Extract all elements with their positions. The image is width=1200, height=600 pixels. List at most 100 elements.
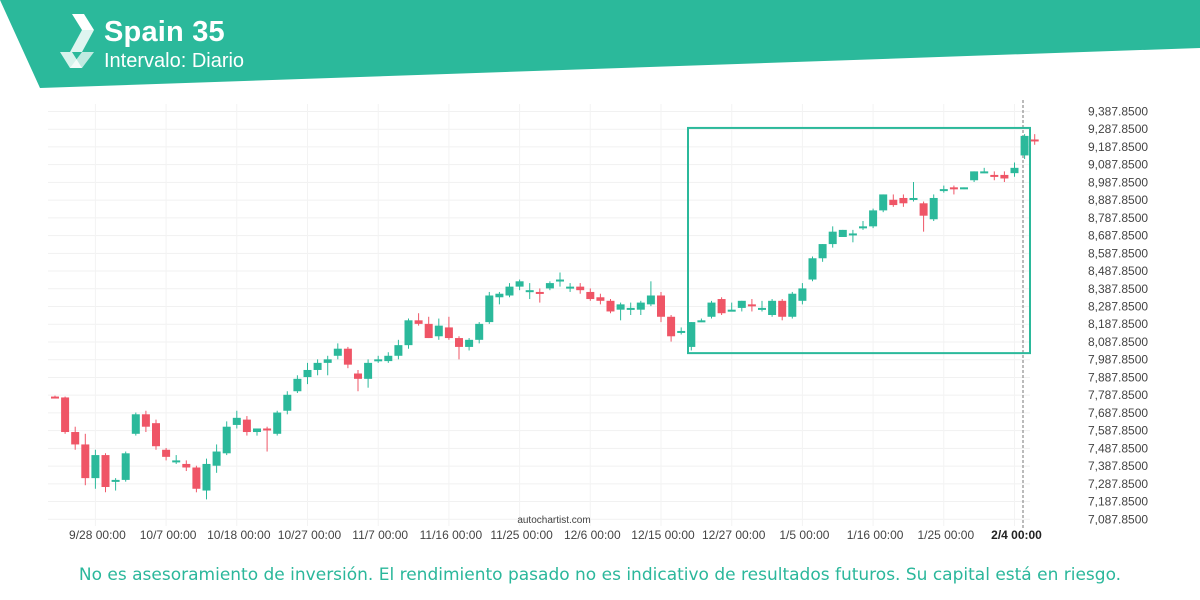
candle-body	[758, 307, 766, 310]
candle-body	[273, 412, 282, 434]
instrument-title: Spain 35	[104, 16, 225, 48]
y-tick-label: 9,287.8500	[1088, 122, 1148, 136]
candle-body	[1030, 139, 1039, 142]
candle-body	[667, 316, 676, 337]
candle-body	[636, 302, 645, 310]
candle-body	[61, 397, 70, 433]
header-banner: Spain 35 Intervalo: Diario	[0, 0, 1200, 90]
candle-body	[949, 187, 958, 190]
autochartist-chevron-logo-icon	[60, 14, 94, 68]
candle-body	[242, 419, 251, 433]
candle-body	[717, 299, 726, 314]
y-tick-label: 8,987.8500	[1088, 175, 1148, 189]
x-tick-label: 12/6 00:00	[564, 528, 621, 542]
candle-body	[141, 414, 150, 427]
candle-body	[283, 394, 292, 411]
x-tick-label: 10/7 00:00	[140, 528, 197, 542]
candle-body	[182, 463, 191, 468]
y-tick-label: 8,787.8500	[1088, 211, 1148, 225]
candle-body	[293, 378, 302, 392]
candle-body	[798, 288, 807, 301]
candle-body	[91, 455, 100, 479]
x-tick-label: 10/18 00:00	[207, 528, 271, 542]
candle-body	[616, 304, 625, 310]
candle-body	[81, 444, 90, 479]
y-tick-label: 7,187.8500	[1088, 495, 1148, 509]
candle-body	[111, 479, 120, 482]
candle-body	[576, 286, 585, 291]
candle-body	[909, 197, 918, 200]
y-tick-label: 8,887.8500	[1088, 193, 1148, 207]
x-tick-label: 12/27 00:00	[702, 528, 766, 542]
y-tick-label: 7,687.8500	[1088, 406, 1148, 420]
candle-body	[444, 327, 453, 339]
candle-body	[707, 302, 716, 317]
interval-subtitle: Intervalo: Diario	[104, 50, 245, 72]
y-tick-label: 7,587.8500	[1088, 424, 1148, 438]
banner-shape	[0, 0, 1200, 88]
candle-body	[515, 281, 524, 287]
watermark-text: autochartist.com	[517, 515, 590, 526]
x-tick-label: 1/5 00:00	[779, 528, 829, 542]
candle-body	[323, 359, 332, 363]
y-tick-label: 9,087.8500	[1088, 158, 1148, 172]
candle-body	[556, 279, 564, 282]
candle-body	[222, 426, 231, 454]
candle-body	[566, 286, 575, 289]
candle-body	[192, 467, 201, 489]
candle-body	[121, 453, 130, 480]
y-tick-label: 7,487.8500	[1088, 441, 1148, 455]
candle-body	[495, 293, 504, 298]
candle-body	[606, 300, 615, 312]
candle-body	[848, 233, 857, 236]
header-background	[0, 0, 1200, 88]
candle-body	[677, 330, 686, 333]
candle-body	[859, 226, 867, 229]
candle-body	[394, 345, 403, 356]
candle-body	[535, 291, 544, 294]
candle-body	[212, 451, 221, 466]
y-tick-label: 8,387.8500	[1088, 282, 1148, 296]
candle-body	[51, 396, 59, 399]
candle-body	[475, 323, 484, 340]
candle-body	[172, 460, 181, 463]
candle-body	[960, 187, 968, 190]
candle-body	[152, 423, 160, 447]
candle-body	[586, 291, 595, 300]
x-tick-label: 11/25 00:00	[490, 528, 553, 542]
candle-body	[313, 362, 322, 370]
candle-body	[303, 369, 312, 378]
candle-body	[162, 449, 171, 457]
candle-body	[838, 229, 847, 237]
candle-body	[727, 309, 736, 312]
risk-disclaimer: No es asesoramiento de inversión. El ren…	[78, 565, 1122, 585]
candle-body	[939, 189, 948, 192]
candle-body	[1010, 167, 1019, 174]
candle-body	[465, 339, 474, 347]
candle-body	[737, 300, 746, 308]
candle-body	[253, 428, 261, 433]
x-tick-label: 11/7 00:00	[352, 528, 408, 542]
y-tick-label: 7,987.8500	[1088, 353, 1148, 367]
candle-body	[404, 320, 413, 346]
y-tick-label: 9,187.8500	[1088, 140, 1148, 154]
candle-body	[899, 197, 908, 204]
candle-body	[687, 322, 696, 347]
y-tick-label: 8,687.8500	[1088, 229, 1148, 243]
candle-body	[919, 203, 928, 216]
candle-body	[697, 320, 706, 323]
candle-body	[384, 355, 393, 362]
x-tick-label: 1/25 00:00	[917, 528, 974, 542]
candle-body	[434, 325, 443, 337]
candle-body	[202, 463, 211, 491]
candle-body	[343, 348, 352, 365]
y-tick-label: 7,787.8500	[1088, 388, 1148, 402]
candle-body	[889, 199, 898, 206]
x-tick-label: 10/27 00:00	[278, 528, 342, 542]
candle-body	[869, 210, 878, 227]
candle-body	[364, 362, 373, 379]
candle-body	[1000, 174, 1009, 179]
candle-body	[747, 304, 756, 307]
candle-body	[778, 300, 787, 317]
